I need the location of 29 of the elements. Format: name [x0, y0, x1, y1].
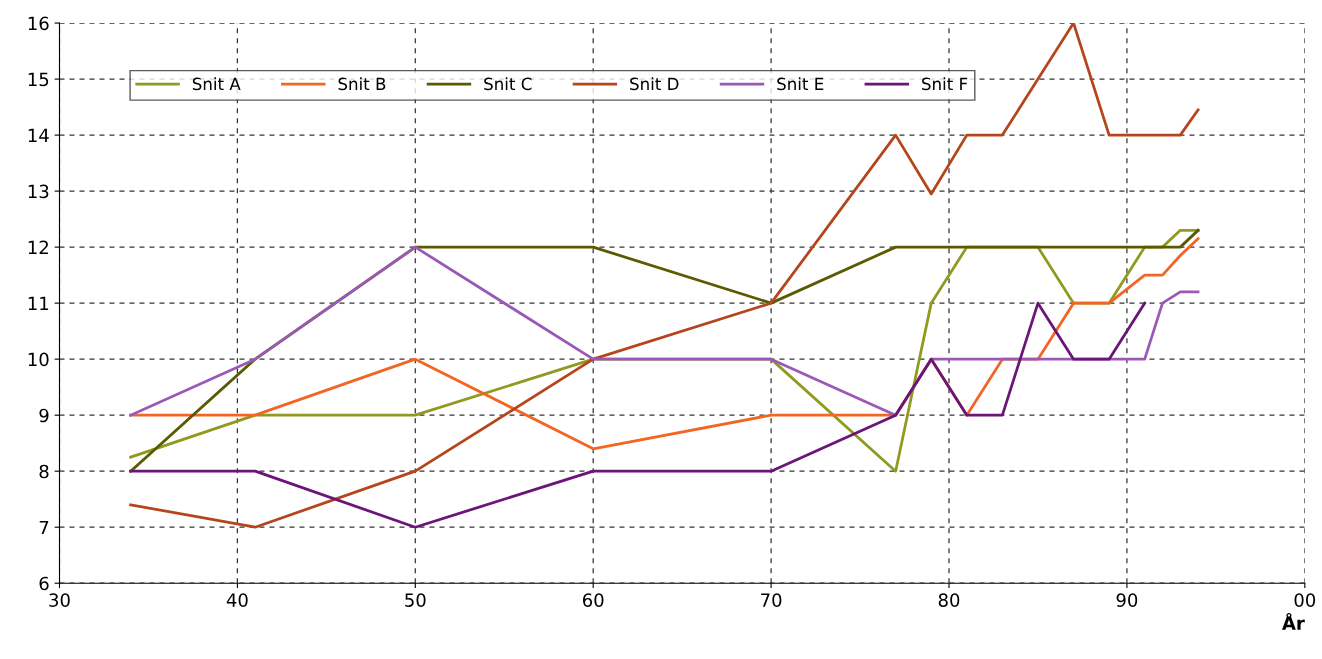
- x-tick-label: 00: [1294, 593, 1316, 607]
- y-tick-label: 15: [28, 72, 49, 87]
- x-tick-label: 30: [49, 593, 70, 607]
- y-tick-label: 7: [39, 520, 49, 535]
- y-tick-label: 16: [28, 16, 49, 31]
- legend-label: Snit F: [922, 77, 968, 91]
- x-axis-title: År: [1282, 612, 1305, 630]
- legend-label: Snit D: [630, 77, 679, 91]
- x-tick-label: 70: [761, 593, 782, 607]
- y-tick-label: 12: [28, 240, 48, 254]
- x-tick-label: 40: [226, 593, 248, 607]
- y-tick-label: 10: [28, 352, 49, 367]
- x-tick-label: 80: [938, 593, 960, 607]
- line-series: [129, 301, 1147, 529]
- y-tick-label: 8: [39, 464, 49, 479]
- x-tick-label: 50: [405, 593, 426, 607]
- y-tick-label: 9: [39, 408, 49, 423]
- legend-label: Snit B: [338, 77, 386, 91]
- line-series: [129, 245, 1200, 417]
- legend-label: Snit E: [777, 77, 824, 91]
- line-series: [129, 23, 1200, 529]
- legend-label: Snit C: [484, 77, 532, 91]
- x-tick-label: 60: [582, 593, 604, 607]
- y-tick-label: 14: [28, 128, 49, 142]
- x-tick-label: 90: [1116, 593, 1138, 607]
- y-tick-label: 11: [28, 296, 49, 310]
- y-tick-label: 13: [28, 184, 49, 199]
- legend-label: Snit A: [192, 77, 241, 91]
- y-tick-label: 6: [39, 576, 49, 591]
